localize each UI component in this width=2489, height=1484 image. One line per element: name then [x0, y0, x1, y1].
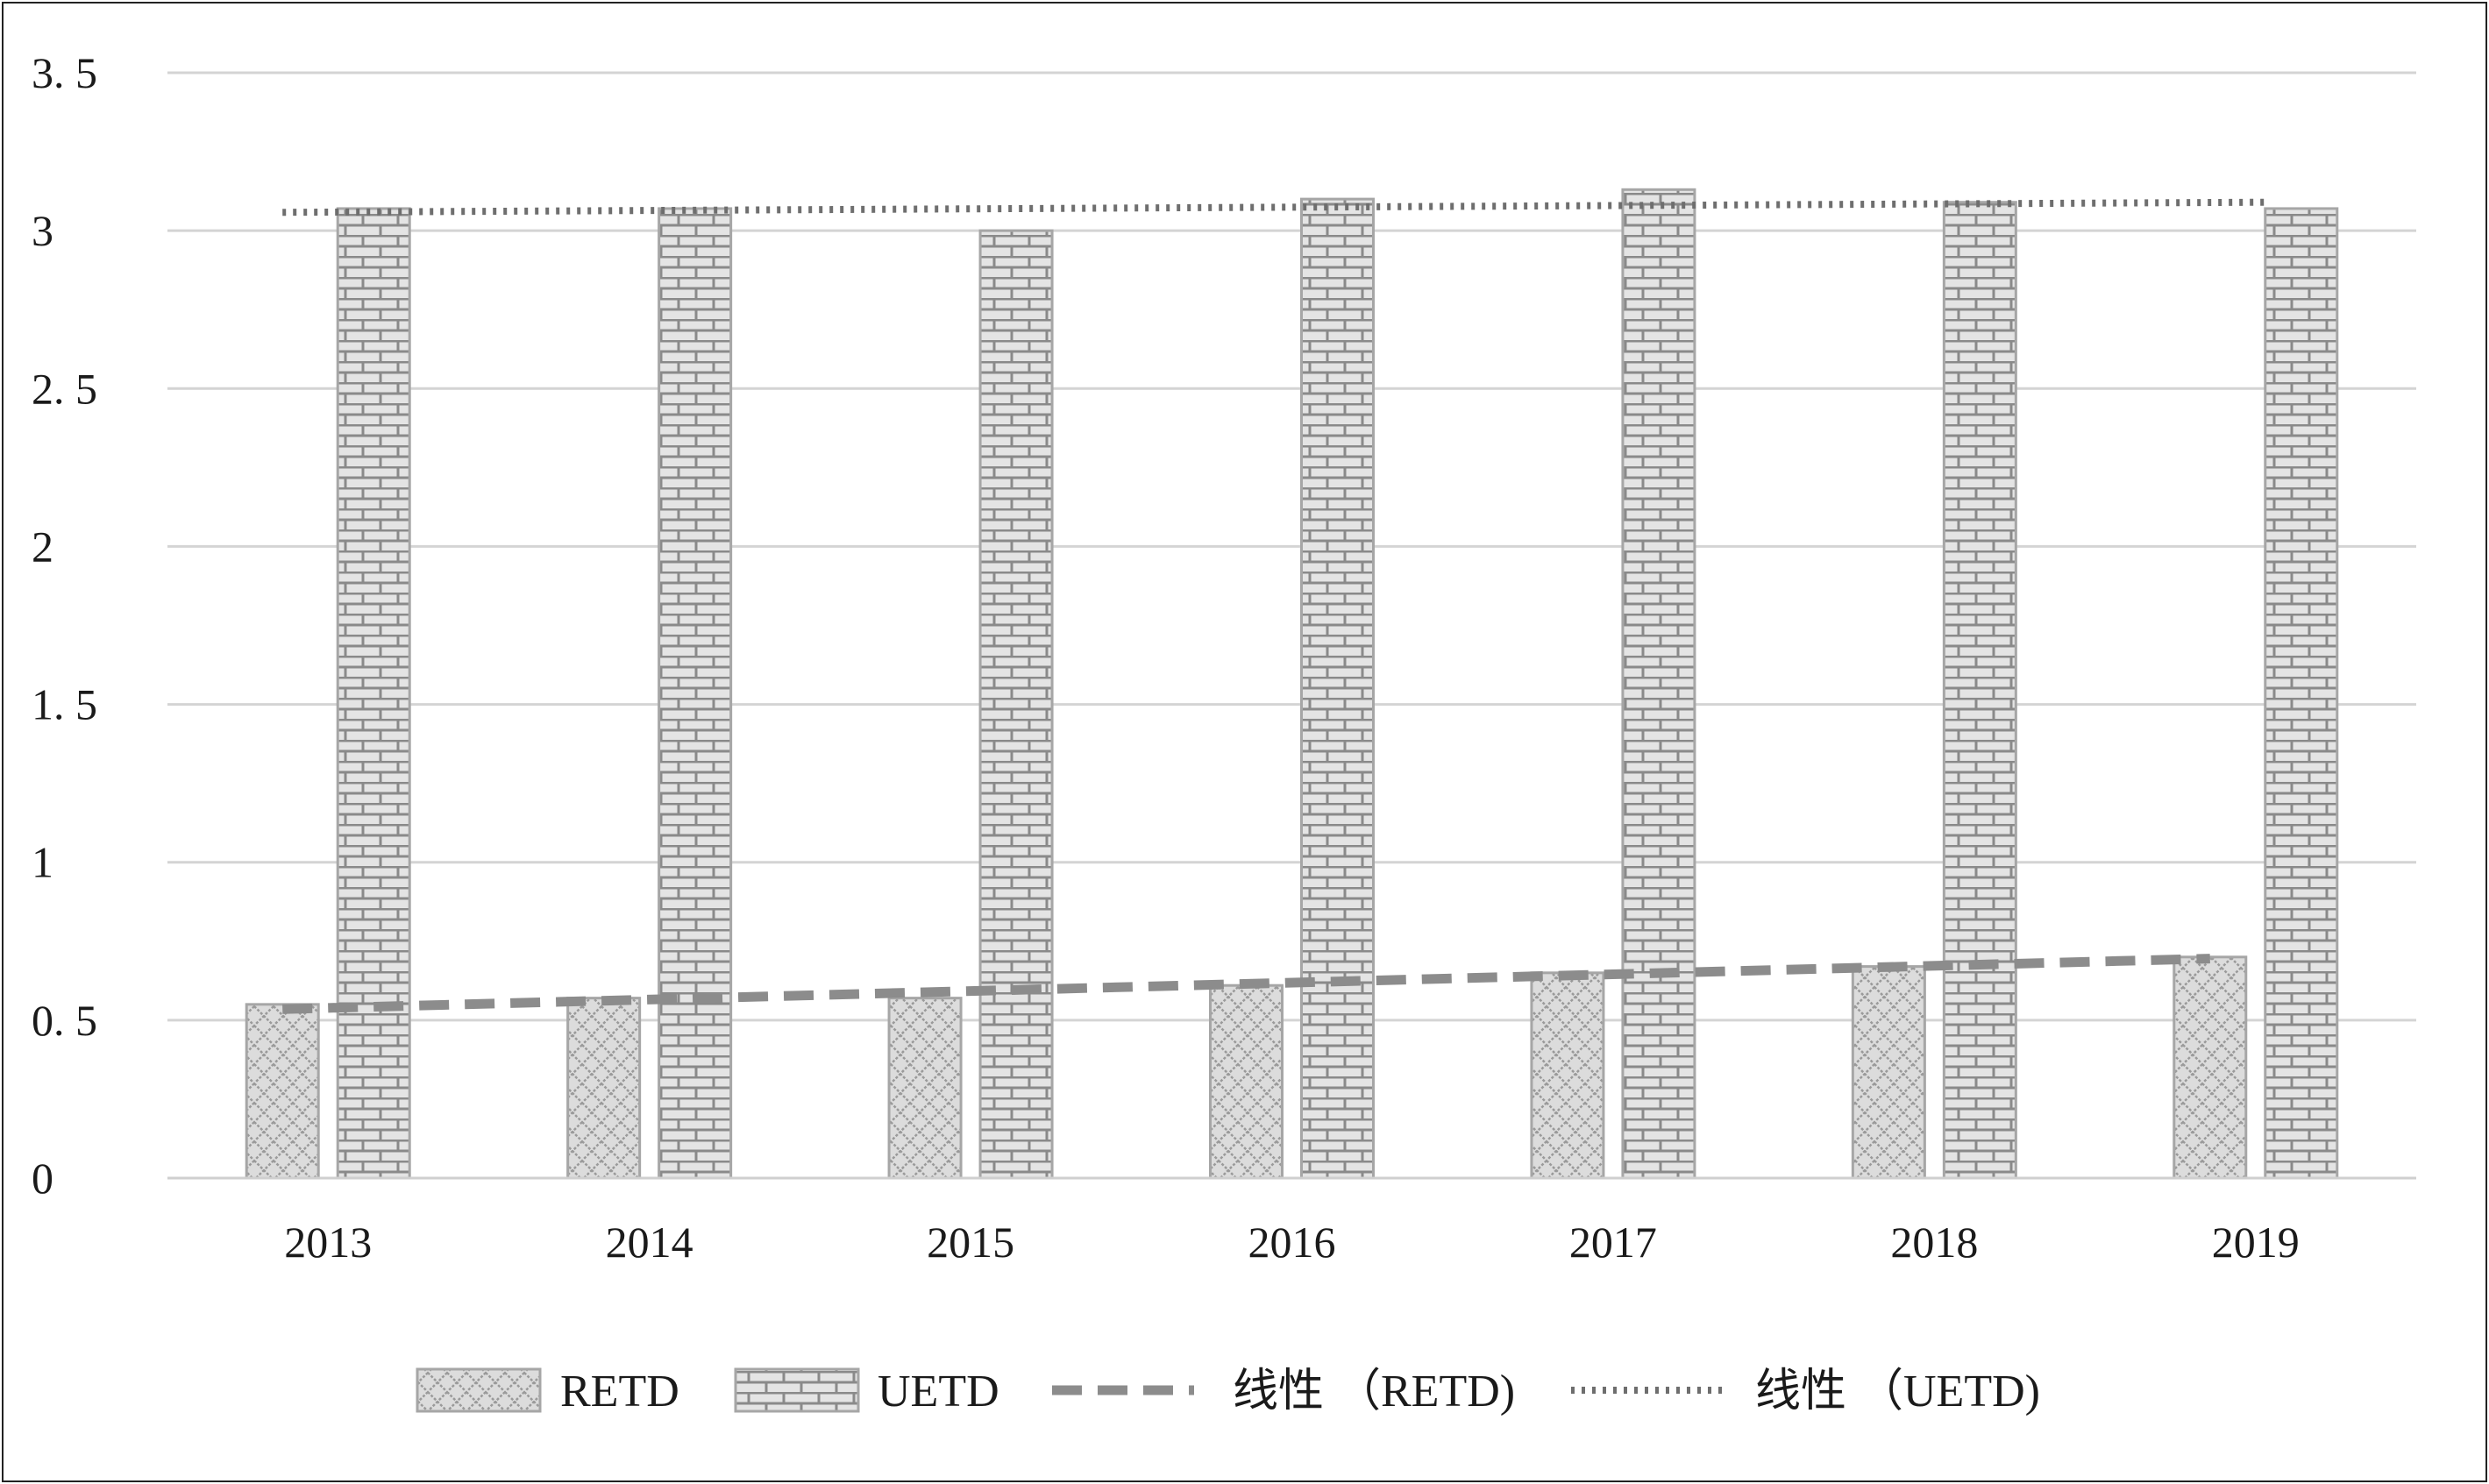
bar-uetd-2016: [1300, 197, 1375, 1180]
y-tick-label: 3. 5: [32, 48, 97, 97]
y-tick-label: 2: [32, 522, 53, 571]
legend-swatch-uetd: [734, 1367, 860, 1413]
y-tick-label: 1: [32, 838, 53, 887]
x-tick-label: 2018: [1890, 1218, 1978, 1267]
x-tick-label: 2015: [927, 1218, 1014, 1267]
y-tick-label: 0. 5: [32, 996, 97, 1045]
bar-chart: 00. 511. 522. 533. 5 2013 2014 2015 2016 201…: [32, 48, 2416, 1417]
bar-uetd-2017: [1621, 188, 1696, 1180]
bar-retd-2013: [245, 1003, 320, 1180]
bar-uetd-2013: [336, 207, 411, 1180]
x-tick-label: 2013: [284, 1218, 372, 1267]
bar-uetd-2019: [2264, 207, 2339, 1180]
bar-retd-2019: [2173, 955, 2248, 1180]
bar-retd-2017: [1530, 971, 1605, 1180]
trendlines: [282, 198, 2265, 1014]
y-axis-ticks: 0 0. 5 1 1. 5 2 2. 5 3 3. 5: [32, 48, 97, 1203]
x-tick-label: 2019: [2212, 1218, 2300, 1267]
x-tick-label: 2017: [1569, 1218, 1657, 1267]
legend: RETD UETD 线性 （RETD) 线性 （UETD): [416, 1367, 2040, 1417]
y-tick-label: 3: [32, 206, 53, 255]
legend-label-trend-retd: 线性 （RETD): [1233, 1367, 1515, 1417]
gridlines: [167, 71, 2416, 1022]
y-tick-label: 0: [32, 1154, 53, 1203]
bar-retd-2018: [1851, 965, 1926, 1180]
y-tick-label: 1. 5: [32, 680, 97, 729]
x-tick-label: 2014: [606, 1218, 693, 1267]
x-tick-label: 2016: [1248, 1218, 1336, 1267]
bar-uetd-2014: [658, 207, 733, 1180]
legend-label-retd: RETD: [560, 1367, 679, 1417]
legend-swatch-retd: [416, 1367, 542, 1413]
bar-retd-2015: [887, 997, 963, 1180]
legend-label-uetd: UETD: [878, 1367, 999, 1417]
trendline-retd: [282, 954, 2210, 1014]
bar-retd-2016: [1209, 983, 1284, 1180]
bar-uetd-2018: [1942, 201, 2017, 1180]
bar-uetd-2015: [978, 229, 1054, 1180]
bars: [245, 188, 2339, 1180]
trendline-uetd: [282, 198, 2265, 217]
y-tick-label: 2. 5: [32, 364, 97, 413]
bar-retd-2014: [566, 997, 642, 1180]
legend-label-trend-uetd: 线性 （UETD): [1755, 1367, 2040, 1417]
x-axis-ticks: 2013 2014 2015 2016 2017 2018 2019: [284, 1218, 2300, 1267]
